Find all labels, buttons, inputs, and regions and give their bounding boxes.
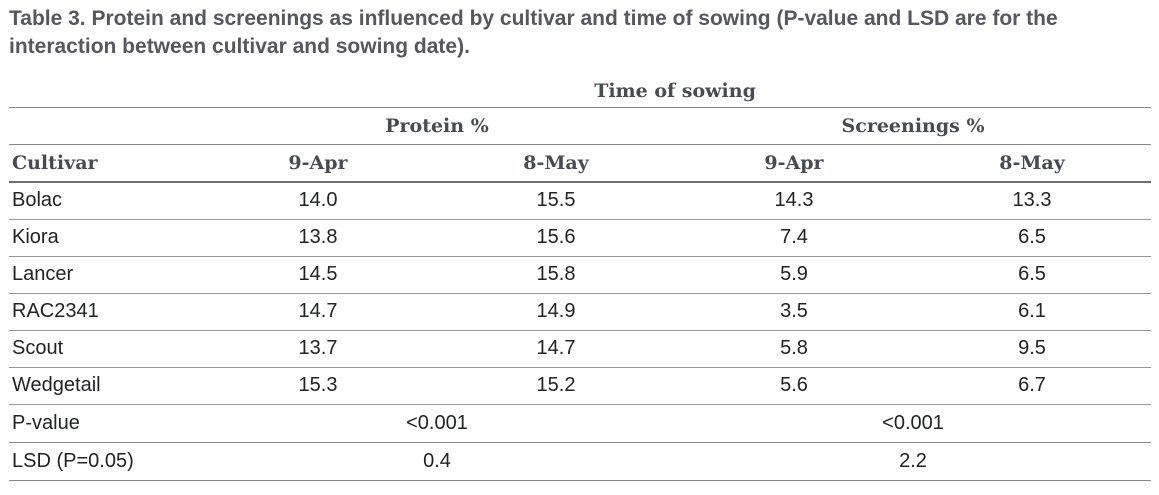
group-header-row: Protein % Screenings % [9,107,1152,145]
value-cell: 5.9 [675,256,913,294]
value-cell: 6.5 [913,256,1152,294]
value-cell: 7.4 [675,219,913,257]
table-row-rac2341: RAC2341 14.7 14.9 3.5 6.1 [9,293,1152,331]
table-row-kiora: Kiora 13.8 15.6 7.4 6.5 [9,219,1152,257]
value-cell: 14.7 [437,330,675,368]
table-caption: Table 3. Protein and screenings as influ… [9,7,1058,58]
value-cell: 15.3 [199,367,437,405]
value-cell: 5.8 [675,330,913,368]
value-cell: 5.6 [675,367,913,405]
value-cell: 14.5 [199,256,437,294]
spanner-header-row: Time of sowing [9,75,1152,108]
cultivar-column-header: Cultivar [9,144,199,183]
table-row-scout: Scout 13.7 14.7 5.8 9.5 [9,330,1152,368]
value-cell: 14.9 [437,293,675,331]
lsd-protein-cell: 0.4 [199,442,675,481]
value-cell: 6.7 [913,367,1152,405]
stat-label-cell: LSD (P=0.05) [9,442,199,481]
value-cell: 14.0 [199,182,437,220]
protein-8may-column-header: 8-May [437,144,675,183]
screenings-9apr-column-header: 9-Apr [675,144,913,183]
value-cell: 9.5 [913,330,1152,368]
lsd-screenings-cell: 2.2 [675,442,1152,481]
group-spacer-cell [9,107,199,145]
cultivar-cell: Kiora [9,219,199,257]
cultivar-cell: Lancer [9,256,199,294]
cultivar-cell: RAC2341 [9,293,199,331]
cultivar-cell: Wedgetail [9,367,199,405]
value-cell: 13.3 [913,182,1152,220]
value-cell: 6.1 [913,293,1152,331]
protein-9apr-column-header: 9-Apr [199,144,437,183]
value-cell: 15.6 [437,219,675,257]
value-cell: 14.3 [675,182,913,220]
p-value-screenings-cell: <0.001 [675,404,1152,443]
table-row-lancer: Lancer 14.5 15.8 5.9 6.5 [9,256,1152,294]
value-cell: 13.8 [199,219,437,257]
screenings-8may-column-header: 8-May [913,144,1152,183]
value-cell: 6.5 [913,219,1152,257]
results-table: Time of sowing Protein % Screenings % Cu… [9,75,1152,481]
stat-label-cell: P-value [9,404,199,443]
time-of-sowing-header: Time of sowing [199,75,1152,108]
cultivar-cell: Scout [9,330,199,368]
table-row-wedgetail: Wedgetail 15.3 15.2 5.6 6.7 [9,367,1152,405]
value-cell: 14.7 [199,293,437,331]
value-cell: 13.7 [199,330,437,368]
protein-group-header: Protein % [199,107,675,145]
value-cell: 3.5 [675,293,913,331]
value-cell: 15.8 [437,256,675,294]
screenings-group-header: Screenings % [675,107,1152,145]
p-value-protein-cell: <0.001 [199,404,675,443]
value-cell: 15.2 [437,367,675,405]
cultivar-cell: Bolac [9,182,199,220]
p-value-row: P-value <0.001 <0.001 [9,404,1152,443]
spanner-spacer-cell [9,75,199,108]
column-header-row: Cultivar 9-Apr 8-May 9-Apr 8-May [9,144,1152,183]
value-cell: 15.5 [437,182,675,220]
table-row-bolac: Bolac 14.0 15.5 14.3 13.3 [9,182,1152,220]
lsd-row: LSD (P=0.05) 0.4 2.2 [9,442,1152,481]
page: Table 3. Protein and screenings as influ… [9,7,1152,481]
